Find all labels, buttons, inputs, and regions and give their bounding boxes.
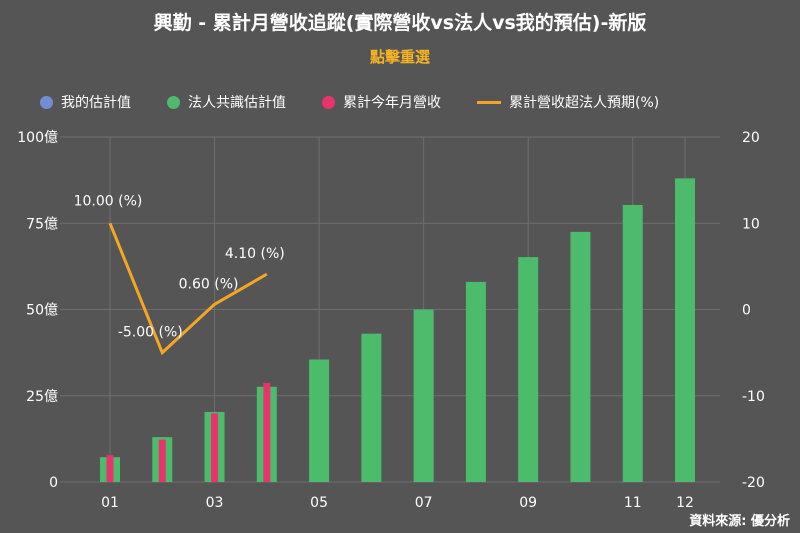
- y-left-tick-label: 25億: [26, 389, 58, 405]
- y-left-tick-label: 100億: [17, 130, 58, 146]
- legend-label-consensus: 法人共識估計值: [188, 95, 286, 111]
- data-label-excess: 0.60 (%): [179, 276, 239, 292]
- legend-item-actual[interactable]: 累計今年月營收: [322, 92, 441, 112]
- legend-dot-consensus: [167, 95, 180, 109]
- y-left-tick-label: 0: [49, 475, 58, 491]
- x-tick-label: 11: [624, 495, 642, 511]
- legend-line-excess: [477, 100, 501, 104]
- reselect-link[interactable]: 點擊重選: [369, 48, 430, 66]
- bar-consensus: [622, 204, 643, 482]
- bar-consensus: [413, 309, 434, 482]
- legend-item-consensus[interactable]: 法人共識估計值: [167, 92, 286, 112]
- x-tick-label: 09: [519, 495, 537, 511]
- legend-item-my-estimate[interactable]: 我的估計值: [40, 92, 131, 112]
- source-note: 資料來源: 優分析: [689, 514, 790, 529]
- bar-consensus: [465, 281, 486, 482]
- data-label-excess: 4.10 (%): [225, 246, 285, 262]
- x-tick-label: 01: [101, 495, 119, 511]
- bar-actual: [158, 439, 166, 482]
- y-right-tick-label: 10: [742, 216, 760, 232]
- bar-consensus: [675, 178, 695, 482]
- legend-label-actual: 累計今年月營收: [343, 95, 441, 111]
- y-left-tick-label: 50億: [26, 303, 58, 319]
- bar-actual: [263, 382, 271, 482]
- chart-title: 興勤 - 累計月營收追蹤(實際營收vs法人vs我的預估)-新版: [153, 12, 647, 34]
- legend-dot-my-estimate: [40, 95, 53, 109]
- y-right-tick-label: 20: [742, 130, 760, 146]
- legend-item-excess[interactable]: 累計營收超法人預期(%): [477, 92, 659, 112]
- data-label-excess: 10.00 (%): [74, 193, 143, 209]
- bar-consensus: [518, 257, 539, 482]
- legend-label-excess: 累計營收超法人預期(%): [509, 95, 660, 111]
- bar-actual: [211, 413, 219, 482]
- bar-consensus: [361, 333, 382, 482]
- bar-consensus: [309, 359, 330, 482]
- x-tick-label: 05: [310, 495, 328, 511]
- x-tick-label: 03: [206, 495, 224, 511]
- legend: 我的估計值 法人共識估計值 累計今年月營收 累計營收超法人預期(%): [40, 92, 659, 112]
- y-right-tick-label: 0: [742, 303, 751, 319]
- x-tick-label: 07: [415, 495, 433, 511]
- x-tick-label: 12: [676, 495, 694, 511]
- line-excess: [108, 222, 268, 356]
- y-right-tick-label: -20: [742, 475, 765, 491]
- legend-label-my-estimate: 我的估計值: [61, 95, 131, 111]
- bar-consensus: [570, 231, 591, 482]
- bar-actual: [106, 455, 114, 482]
- y-left-tick-label: 75億: [26, 216, 58, 232]
- legend-dot-actual: [322, 95, 335, 109]
- y-right-tick-label: -10: [742, 389, 765, 405]
- data-label-excess: -5.00 (%): [118, 325, 183, 341]
